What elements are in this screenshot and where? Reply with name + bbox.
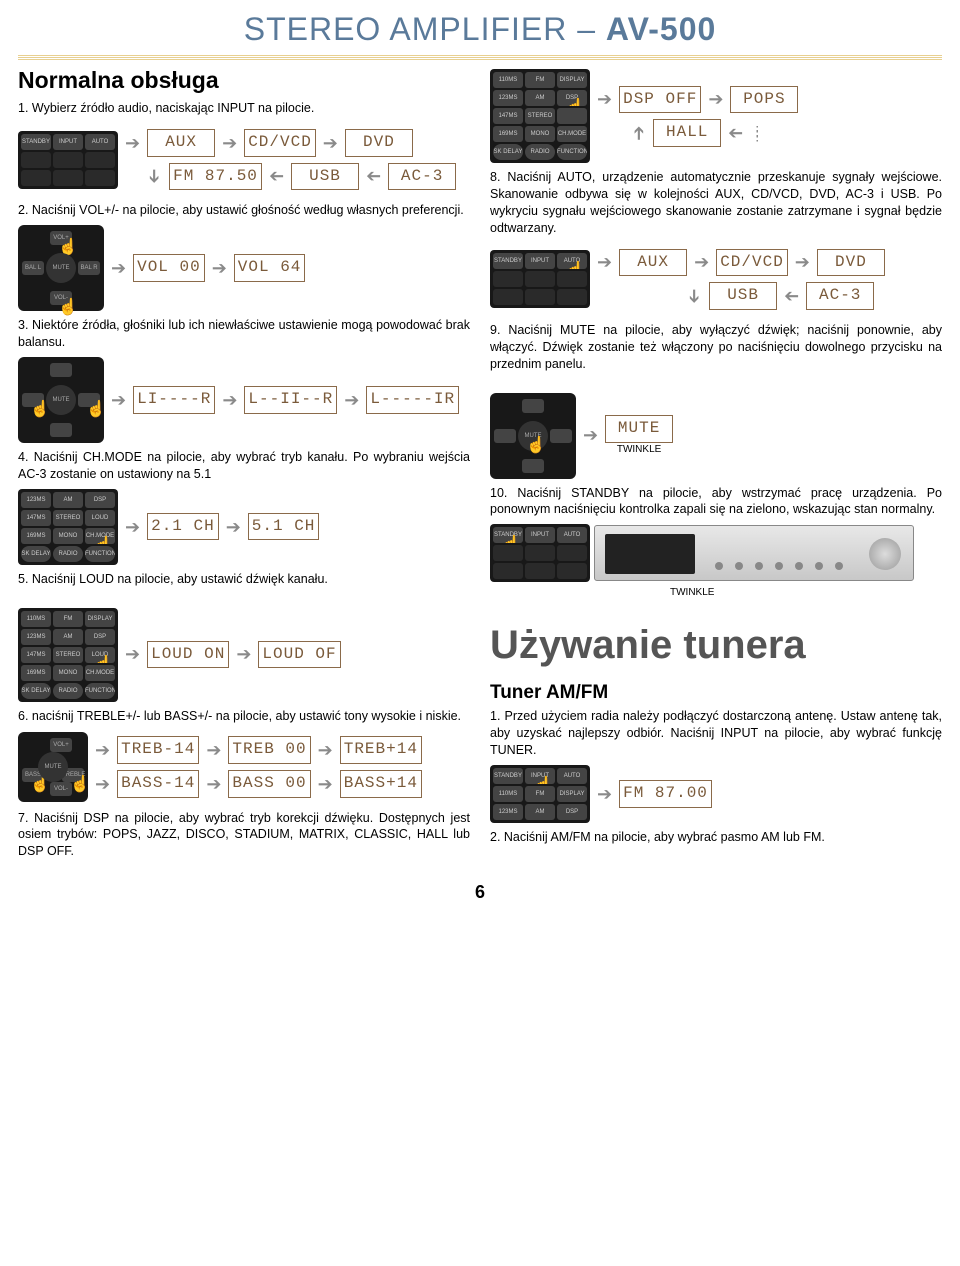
lcd-display: TREB+14 [340,736,422,764]
step-4: 4. Naciśnij CH.MODE na pilocie, aby wybr… [18,449,470,483]
twinkle-label: TWINKLE [617,443,661,457]
lcd-display: AC-3 [388,163,456,191]
step-10: 10. Naciśnij STANDBY na pilocie, aby wst… [490,485,942,519]
remote-thumb: 110MSFMDISPLAY 123MSAMDSP 147MSSTEREO 16… [490,69,590,163]
lcd-display: POPS [730,86,798,114]
lcd-display: 5.1 CH [248,513,320,541]
step-7: 7. Naciśnij DSP na pilocie, aby wybrać t… [18,810,470,861]
lcd-display: TREB 00 [228,736,310,764]
lcd-display: AC-3 [806,282,874,310]
remote-dpad: MUTE [490,393,576,479]
lcd-display: MUTE [605,415,673,443]
lcd-display: VOL 64 [234,254,306,282]
tuner-step-2: 2. Naciśnij AM/FM na pilocie, aby wybrać… [490,829,942,846]
lcd-display: AUX [147,129,215,157]
lcd-display: CD/VCD [244,129,316,157]
step-8: 8. Naciśnij AUTO, urządzenie automatyczn… [490,169,942,237]
lcd-display: LOUD OF [258,641,340,669]
lcd-display: AUX [619,249,687,277]
lcd-display: LI----R [133,386,215,414]
lcd-display: L--II--R [244,386,337,414]
vdots-icon: ⋮⋮ [750,129,764,137]
section-heading-tuner: Używanie tunera [490,618,942,672]
sub-heading: Tuner AM/FM [490,680,942,706]
standby-button: STANDBY [21,134,51,150]
remote-dpad: VOL+VOL- BASSTREBLE MUTE [18,732,88,802]
rule [18,55,942,60]
remote-thumb: STANDBYINPUTAUTO [490,524,590,582]
remote-thumb: STANDBYINPUTAUTO 110MSFMDISPLAY 123MSAMD… [490,765,590,823]
step-3: 3. Niektóre źródła, głośniki lub ich nie… [18,317,470,351]
auto-button: AUTO [85,134,115,150]
remote-thumb: STANDBY INPUT AUTO [18,131,118,189]
lcd-display: DSP OFF [619,86,701,114]
lcd-display: TREB-14 [117,736,199,764]
twinkle-label: TWINKLE [670,586,942,600]
lcd-display: HALL [653,119,721,147]
remote-thumb: STANDBYINPUTAUTO [490,250,590,308]
lcd-display: USB [709,282,777,310]
lcd-display: BASS 00 [228,770,310,798]
lcd-display: FM 87.50 [169,163,262,191]
lcd-display: 2.1 CH [147,513,219,541]
lcd-display: BASS-14 [117,770,199,798]
lcd-display: LOUD ON [147,641,229,669]
remote-thumb: 123MSAMDSP 147MSSTEREOLOUD 169MSMONOCH.M… [18,489,118,565]
remote-dpad: VOL+ VOL- BAL L BAL R MUTE [18,225,104,311]
page-number: 6 [18,880,942,904]
step-5: 5. Naciśnij LOUD na pilocie, aby ustawić… [18,571,470,588]
step-2: 2. Naciśnij VOL+/- na pilocie, aby ustaw… [18,202,470,219]
step-9: 9. Naciśnij MUTE na pilocie, aby wyłączy… [490,322,942,373]
lcd-display: VOL 00 [133,254,205,282]
input-button: INPUT [53,134,83,150]
remote-dpad: MUTE [18,357,104,443]
page-title: STEREO AMPLIFIER – AV-500 [18,8,942,51]
lcd-display: USB [291,163,359,191]
arrow-right-icon: ➔ [125,131,140,155]
lcd-display: CD/VCD [716,249,788,277]
lcd-display: L-----IR [366,386,459,414]
amplifier-front [594,525,914,581]
lcd-display: DVD [817,249,885,277]
lcd-display: BASS+14 [340,770,422,798]
step-6: 6. naciśnij TREBLE+/- lub BASS+/- na pil… [18,708,470,725]
lcd-display: FM 87.00 [619,780,712,808]
lcd-display: DVD [345,129,413,157]
tuner-step-1: 1. Przed użyciem radia należy podłączyć … [490,708,942,759]
section-heading: Normalna obsługa [18,65,470,96]
step-1: 1. Wybierz źródło audio, naciskając INPU… [18,100,470,117]
remote-thumb: 110MSFMDISPLAY 123MSAMDSP 147MSSTEREOLOU… [18,608,118,702]
